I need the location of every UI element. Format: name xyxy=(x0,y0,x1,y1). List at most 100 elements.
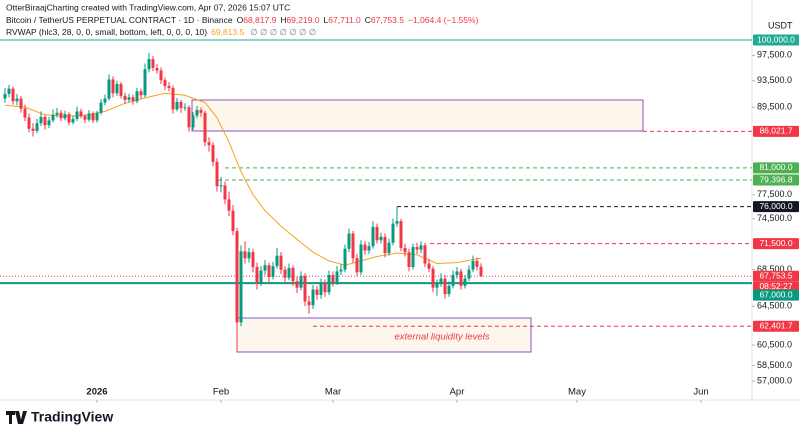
candle-body xyxy=(51,114,55,121)
y-tick-label: 64,500.0 xyxy=(757,301,792,311)
countdown-box xyxy=(753,281,799,292)
candle-body xyxy=(223,185,227,200)
candle-body xyxy=(63,114,67,119)
candle-body xyxy=(187,107,191,128)
candle-body xyxy=(323,283,327,293)
candle-body xyxy=(39,116,43,124)
candle-body xyxy=(247,252,251,259)
x-tick-label: 2026 xyxy=(86,387,107,398)
logo-text: TradingView xyxy=(31,409,113,425)
candle-body xyxy=(375,226,379,241)
candle-body xyxy=(183,107,187,109)
level-label: 76,000.0 xyxy=(759,201,792,211)
ohlc-value: 67,753.5 xyxy=(371,15,404,25)
currency: USDT xyxy=(768,20,793,30)
candle-body xyxy=(219,185,223,187)
candle-body xyxy=(327,274,331,293)
candle-body xyxy=(267,265,271,277)
candle-body xyxy=(435,284,439,288)
candle-body xyxy=(311,289,315,306)
candle-body xyxy=(439,278,443,285)
candle-body xyxy=(47,120,51,126)
candle-body xyxy=(271,266,275,277)
candle-body xyxy=(471,260,475,270)
candle-body xyxy=(179,101,183,109)
candle-body xyxy=(111,79,115,94)
candle-body xyxy=(167,86,171,88)
candle-body xyxy=(431,268,435,288)
candle-body xyxy=(359,244,363,273)
candle-body xyxy=(263,265,267,271)
candle-body xyxy=(31,128,35,131)
candle-body xyxy=(331,274,335,283)
ohlc-label: H xyxy=(280,15,286,25)
candle-body xyxy=(371,226,375,247)
level-label: 67,000.0 xyxy=(759,289,792,299)
candle-body xyxy=(35,123,39,131)
candle-body xyxy=(343,248,347,270)
candle-body xyxy=(307,301,311,306)
level-label: 62,401.7 xyxy=(759,321,792,331)
candle-body xyxy=(159,70,163,81)
ohlc-value: 68,817.9 xyxy=(243,15,276,25)
y-tick-label: 77,500.0 xyxy=(757,189,792,199)
candle-body xyxy=(199,110,203,113)
candle-body xyxy=(211,145,215,162)
level-label-box xyxy=(753,270,799,282)
candle-body xyxy=(347,233,351,249)
candle-body xyxy=(55,112,59,115)
candle-body xyxy=(151,59,155,68)
candle-body xyxy=(3,93,7,99)
logo: TradingView xyxy=(6,409,113,425)
candle-body xyxy=(415,247,419,250)
candle-body xyxy=(399,221,403,248)
level-label: 79,396.8 xyxy=(759,174,792,184)
y-tick-label: 68,500.0 xyxy=(757,264,792,274)
candle-body xyxy=(383,236,387,254)
candle-body xyxy=(455,271,459,275)
symbol-legend: Bitcoin / TetherUS PERPETUAL CONTRACT · … xyxy=(6,15,479,25)
ohlc-value: 69,219.0 xyxy=(286,15,319,25)
level-label: 71,500.0 xyxy=(759,238,792,248)
y-tick-label: 57,000.0 xyxy=(757,376,792,386)
candle-body xyxy=(95,112,99,121)
x-tick-label: Feb xyxy=(213,387,229,398)
candle-body xyxy=(403,247,407,253)
x-tick-label: Apr xyxy=(450,387,465,398)
ohlc-value: 67,711.0 xyxy=(328,15,361,25)
candle-body xyxy=(299,275,303,288)
y-tick-label: 93,500.0 xyxy=(757,75,792,85)
level-label: 100,000.0 xyxy=(757,34,795,44)
candle-body xyxy=(83,116,87,120)
level-label: 81,000.0 xyxy=(759,162,792,172)
candle-body xyxy=(291,267,295,282)
candle-body xyxy=(427,263,431,269)
y-tick-label: 60,500.0 xyxy=(757,339,792,349)
candle-body xyxy=(143,69,147,96)
level-label-box xyxy=(753,174,799,186)
level-label-box xyxy=(753,34,799,46)
candle-body xyxy=(279,255,283,270)
candle-body xyxy=(163,80,167,87)
credit: OtterBiraajCharting created with Trading… xyxy=(6,2,290,12)
candle-body xyxy=(479,266,483,277)
candle-body xyxy=(59,112,63,119)
candle-body xyxy=(171,87,175,110)
candle-body xyxy=(123,95,127,100)
candle-body xyxy=(447,285,451,295)
level-label: 86,021.7 xyxy=(759,126,792,136)
level-label-box xyxy=(753,201,799,213)
candle-body xyxy=(259,270,263,284)
candle-body xyxy=(119,84,123,96)
x-tick-label: Mar xyxy=(325,387,341,398)
candle-body xyxy=(107,79,111,99)
candle-body xyxy=(115,84,119,94)
candle-body xyxy=(391,223,395,243)
candle-body xyxy=(43,116,47,126)
indicator-legend: RVWAP (hlc3, 28, 0, 0, small, bottom, le… xyxy=(6,27,317,37)
candle-body xyxy=(135,91,139,102)
candle-body xyxy=(303,275,307,302)
candle-body xyxy=(351,233,355,259)
annotation: external liquidity levels xyxy=(394,332,489,343)
